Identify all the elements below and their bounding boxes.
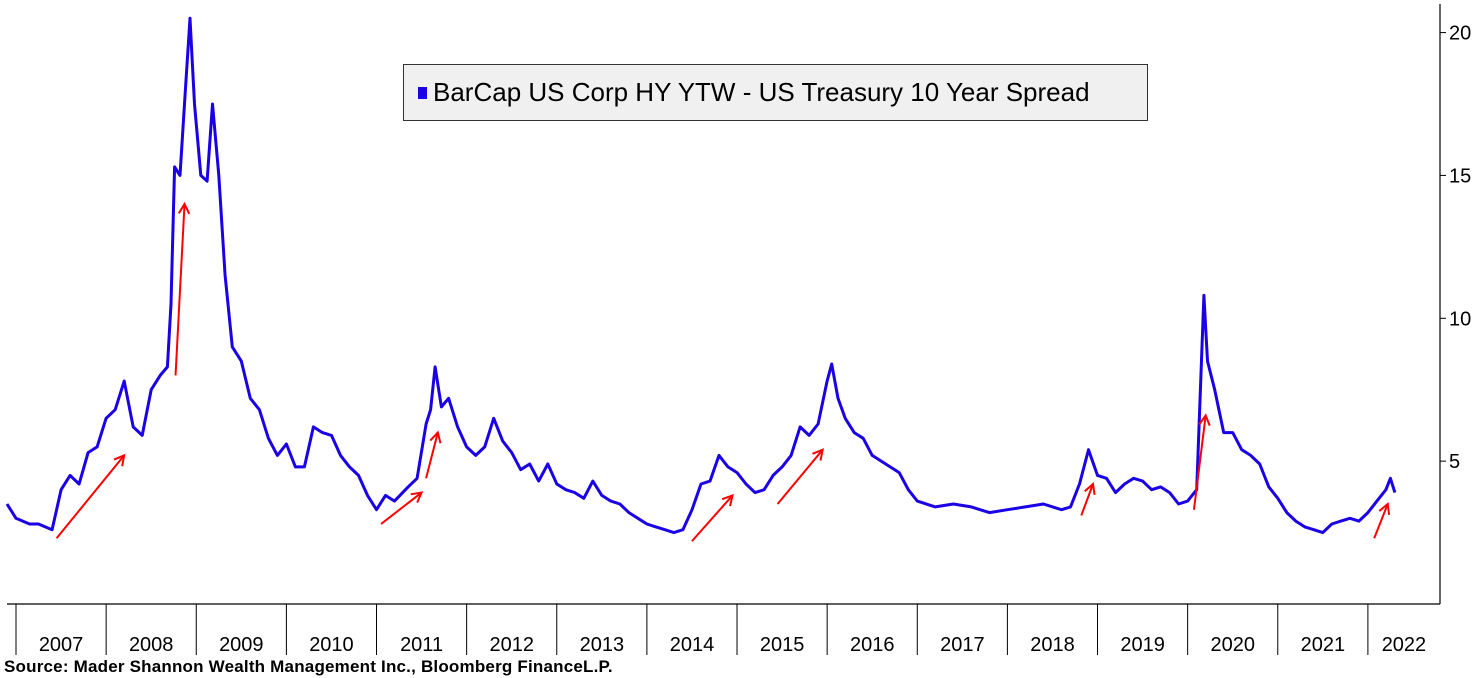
- annotation-arrow: [380, 491, 424, 525]
- series-layer: [5, 16, 1397, 535]
- annotation-arrow: [1373, 502, 1391, 539]
- legend-swatch: [418, 86, 427, 99]
- arrow-head: [410, 491, 424, 504]
- arrow-head: [113, 453, 126, 467]
- arrow-shaft: [174, 203, 186, 376]
- x-tick-label: 2015: [760, 634, 805, 656]
- y-axis: 5 10 15 20: [1439, 4, 1471, 604]
- annotation-arrow: [174, 201, 191, 376]
- x-tick-label: 2007: [39, 634, 84, 656]
- x-tick-label: 2022: [1382, 634, 1427, 656]
- x-tick-label: 2010: [309, 634, 354, 656]
- arrow-head: [721, 493, 734, 507]
- annotation-arrow: [776, 448, 824, 505]
- arrow-head: [429, 430, 442, 444]
- y-tick-label: 15: [1449, 165, 1471, 187]
- arrow-shaft: [776, 449, 824, 505]
- x-tick-label: 2009: [219, 634, 264, 656]
- annotation-arrow: [691, 493, 734, 542]
- series-line: [5, 16, 1397, 535]
- x-tick-label: 2019: [1120, 634, 1165, 656]
- arrow-shaft: [1373, 503, 1389, 539]
- annotation-arrow: [55, 453, 126, 539]
- arrow-shaft: [380, 491, 423, 525]
- annotation-arrow: [1080, 482, 1096, 516]
- y-tick-label: 10: [1449, 308, 1471, 330]
- x-axis: 2007 2008 2009 2010 2011 2012 2013 2014 2015 2016…: [7, 603, 1440, 656]
- x-tick-label: 2013: [580, 634, 625, 656]
- x-tick-label: 2014: [670, 634, 715, 656]
- x-tick-label: 2021: [1301, 634, 1346, 656]
- x-tick-label: 2016: [850, 634, 895, 656]
- annotation-layer: [55, 201, 1391, 542]
- arrow-head: [1084, 482, 1096, 496]
- legend: BarCap US Corp HY YTW - US Treasury 10 Y…: [403, 64, 1148, 121]
- x-tick-label: 2020: [1210, 634, 1255, 656]
- arrow-head: [812, 448, 824, 461]
- arrow-shaft: [55, 454, 125, 539]
- arrow-head: [1198, 413, 1211, 427]
- x-tick-label: 2018: [1030, 634, 1075, 656]
- arrow-head: [177, 201, 191, 215]
- arrow-shaft: [1080, 483, 1094, 516]
- arrow-head: [1378, 502, 1391, 516]
- arrow-shaft: [1192, 415, 1207, 510]
- annotation-arrow: [1192, 413, 1211, 510]
- source-note: Source: Mader Shannon Wealth Management …: [4, 657, 613, 676]
- x-tick-label: 2017: [940, 634, 985, 656]
- y-tick-label: 5: [1449, 451, 1460, 473]
- annotation-arrow: [425, 430, 442, 479]
- x-tick-label: 2008: [129, 634, 174, 656]
- x-tick-label: 2012: [489, 634, 534, 656]
- arrow-shaft: [691, 494, 734, 542]
- legend-label: BarCap US Corp HY YTW - US Treasury 10 Y…: [433, 77, 1090, 107]
- arrow-shaft: [425, 432, 439, 479]
- y-tick-label: 20: [1449, 23, 1471, 45]
- x-tick-label: 2011: [400, 634, 443, 656]
